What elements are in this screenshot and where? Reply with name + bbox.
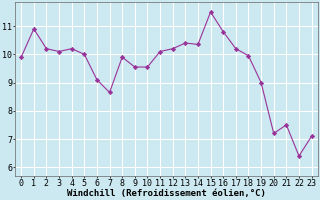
X-axis label: Windchill (Refroidissement éolien,°C): Windchill (Refroidissement éolien,°C) xyxy=(67,189,266,198)
